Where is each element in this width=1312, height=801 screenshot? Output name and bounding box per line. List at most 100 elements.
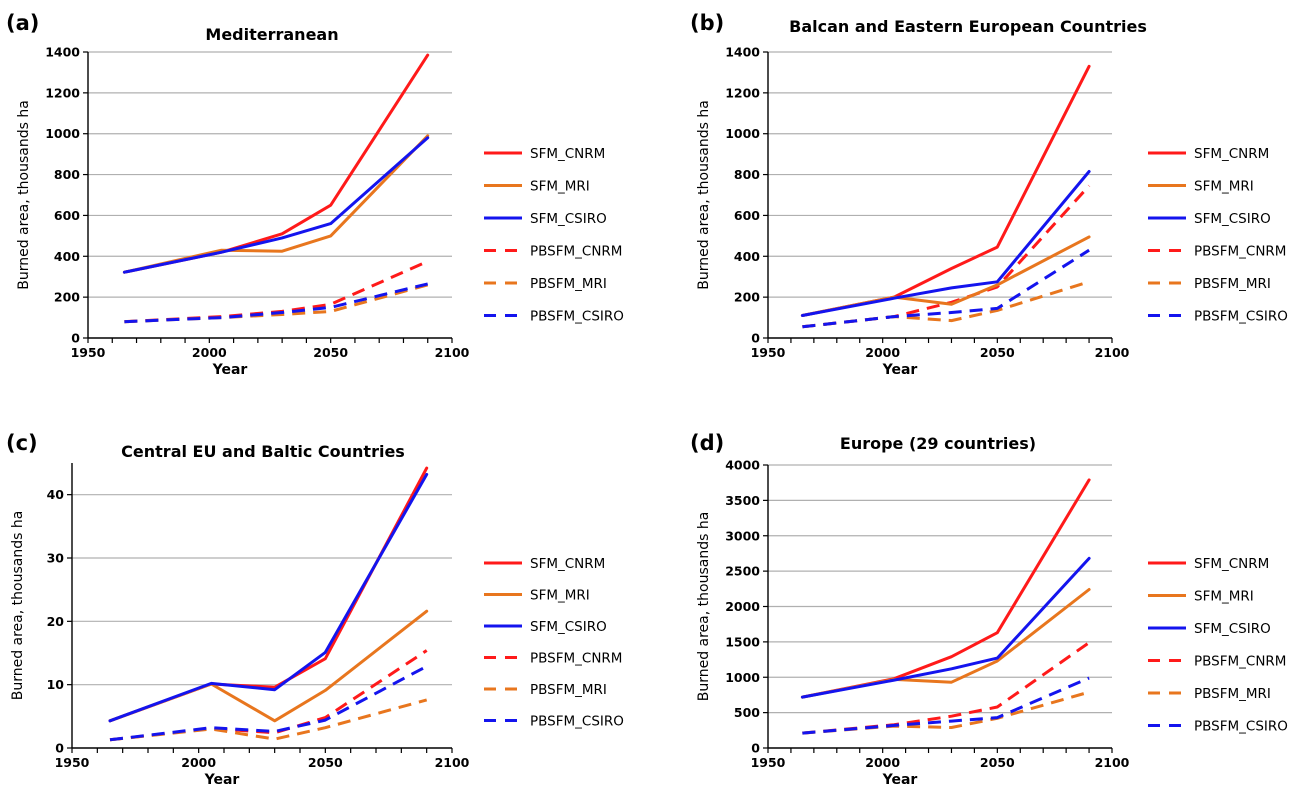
y-tick-label: 2500: [725, 564, 760, 579]
x-tick-label: 1950: [71, 345, 106, 360]
legend-label: SFM_CNRM: [1194, 556, 1269, 572]
x-tick-label: 1950: [751, 755, 786, 770]
y-axis-label: Burned area, thousands ha: [696, 100, 712, 290]
legend-label: PBSFM_CSIRO: [530, 714, 624, 730]
chart-panel-0: (a) Mediterranean 0 200 400 600 800 1000 1200 140…: [6, 11, 624, 378]
y-tick-label: 800: [734, 167, 760, 182]
legend-label: SFM_CSIRO: [530, 619, 607, 635]
series-line-pbsfm-cnrm: [109, 649, 428, 742]
y-tick-label: 200: [54, 290, 80, 305]
legend-label: PBSFM_CSIRO: [530, 309, 624, 325]
y-tick-label: 1500: [725, 634, 760, 649]
y-tick-label: 30: [47, 551, 65, 566]
x-axis-label: Year: [882, 772, 918, 788]
y-axis-label: Burned area, thousands ha: [16, 100, 32, 290]
y-tick-label: 3000: [725, 528, 760, 543]
x-tick-label: 2100: [435, 755, 470, 770]
series-line-pbsfm-mri: [124, 283, 429, 324]
legend-label: PBSFM_CNRM: [1194, 244, 1286, 260]
legend-label: SFM_MRI: [1194, 179, 1254, 195]
y-axis-label: Burned area, thousands ha: [10, 511, 26, 701]
y-tick-label: 500: [734, 705, 760, 720]
x-axis-label: Year: [882, 362, 918, 378]
x-tick-label: 2000: [181, 755, 216, 770]
y-tick-label: 40: [47, 487, 65, 502]
y-tick-label: 10: [47, 677, 65, 692]
legend-label: PBSFM_MRI: [1194, 276, 1271, 292]
x-tick-label: 2000: [865, 345, 900, 360]
x-tick-label: 2050: [980, 345, 1015, 360]
chart-panel-1: (b) Balcan and Eastern European Countries…: [690, 11, 1288, 378]
x-axis-label: Year: [212, 362, 248, 378]
legend-label: PBSFM_MRI: [1194, 686, 1271, 702]
chart-title: Balcan and Eastern European Countries: [789, 17, 1147, 36]
y-tick-label: 800: [54, 167, 80, 182]
legend-label: PBSFM_CNRM: [1194, 654, 1286, 670]
chart-title: Europe (29 countries): [840, 434, 1036, 453]
y-tick-label: 600: [734, 208, 760, 223]
y-tick-label: 600: [54, 208, 80, 223]
y-tick-label: 400: [54, 249, 80, 264]
y-tick-label: 0: [751, 741, 760, 756]
y-tick-label: 1000: [45, 126, 80, 141]
panel-letter: (b): [690, 11, 724, 35]
x-tick-label: 2000: [865, 755, 900, 770]
x-axis-label: Year: [204, 772, 240, 788]
panel-letter: (c): [6, 431, 38, 455]
y-tick-label: 4000: [725, 458, 760, 473]
legend-label: SFM_CNRM: [530, 146, 605, 162]
legend-label: PBSFM_MRI: [530, 682, 607, 698]
legend-label: SFM_CNRM: [530, 556, 605, 572]
chart-title: Central EU and Baltic Countries: [121, 442, 405, 461]
y-tick-label: 1000: [725, 670, 760, 685]
y-tick-label: 400: [734, 249, 760, 264]
series-line-pbsfm-csiro: [802, 676, 1090, 735]
y-tick-label: 1200: [45, 85, 80, 100]
series-line-sfm-csiro: [800, 170, 1091, 317]
x-tick-label: 2050: [313, 345, 348, 360]
series-line-pbsfm-mri: [802, 690, 1090, 735]
legend-label: PBSFM_MRI: [530, 276, 607, 292]
series-line-sfm-mri: [122, 134, 430, 274]
panel-letter: (d): [690, 431, 724, 455]
legend-label: SFM_CSIRO: [530, 211, 607, 227]
y-tick-label: 1200: [725, 85, 760, 100]
y-tick-label: 0: [55, 741, 64, 756]
y-tick-label: 0: [71, 331, 80, 346]
series-line-sfm-csiro: [800, 556, 1091, 699]
legend-label: PBSFM_CNRM: [530, 651, 622, 667]
series-line-pbsfm-cnrm: [802, 641, 1090, 735]
series-line-pbsfm-csiro: [109, 664, 428, 742]
legend-label: SFM_CNRM: [1194, 146, 1269, 162]
x-tick-label: 2000: [192, 345, 227, 360]
series-line-pbsfm-mri: [802, 280, 1090, 329]
x-tick-label: 1950: [751, 345, 786, 360]
legend-label: SFM_MRI: [530, 588, 590, 604]
x-tick-label: 2100: [435, 345, 470, 360]
chart-panel-2: (c) Central EU and Baltic Countries 0 10 20 3…: [6, 431, 624, 788]
y-tick-label: 1400: [45, 45, 80, 60]
x-tick-label: 2100: [1095, 345, 1130, 360]
series-line-sfm-cnrm: [800, 478, 1091, 699]
legend-label: PBSFM_CSIRO: [1194, 719, 1288, 735]
chart-title: Mediterranean: [205, 25, 338, 44]
legend-label: SFM_MRI: [530, 179, 590, 195]
legend-label: PBSFM_CNRM: [530, 244, 622, 260]
y-tick-label: 2000: [725, 599, 760, 614]
legend-label: SFM_CSIRO: [1194, 621, 1271, 637]
y-tick-label: 20: [47, 614, 65, 629]
y-tick-label: 1400: [725, 45, 760, 60]
y-tick-label: 200: [734, 290, 760, 305]
series-line-sfm-csiro: [122, 136, 430, 274]
legend-label: SFM_MRI: [1194, 589, 1254, 605]
x-tick-label: 1950: [55, 755, 90, 770]
x-tick-label: 2050: [980, 755, 1015, 770]
legend-label: SFM_CSIRO: [1194, 211, 1271, 227]
x-tick-label: 2100: [1095, 755, 1130, 770]
y-axis-label: Burned area, thousands ha: [696, 512, 712, 702]
y-tick-label: 0: [751, 331, 760, 346]
series-line-pbsfm-csiro: [802, 248, 1090, 329]
x-tick-label: 2050: [308, 755, 343, 770]
panel-letter: (a): [6, 11, 39, 35]
